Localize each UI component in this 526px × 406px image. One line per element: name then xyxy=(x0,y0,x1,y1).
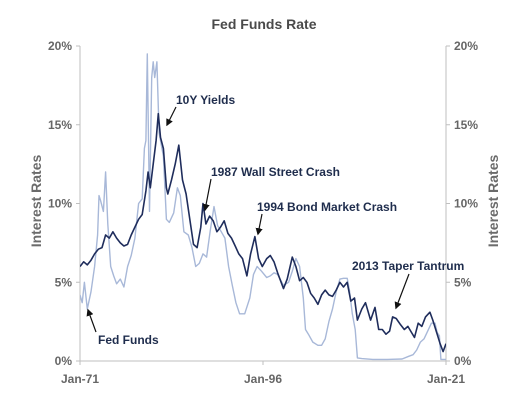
annotation-fed-funds-arrow xyxy=(86,308,97,333)
y-tick-left-label: 15% xyxy=(48,118,72,132)
annotation-1994-bond-crash-arrow xyxy=(255,213,263,236)
annotation-taper-tantrum-arrow xyxy=(394,273,410,310)
y-tick-right-label: 20% xyxy=(454,39,478,53)
y-tick-left-label: 10% xyxy=(48,197,72,211)
series-line-fed-funds xyxy=(80,53,446,361)
x-tick-label: Jan-71 xyxy=(61,372,99,386)
annotation-1987-crash-arrow xyxy=(202,178,212,212)
x-axis: Jan-71 Jan-96 Jan-21 xyxy=(61,361,465,386)
series-layer xyxy=(80,53,446,361)
annotation-fed-funds: Fed Funds xyxy=(98,333,159,347)
y-tick-right-label: 10% xyxy=(454,197,478,211)
y-axis-left: 0% 5% 10% 15% 20% xyxy=(48,39,80,368)
annotation-1994-bond-crash: 1994 Bond Market Crash xyxy=(257,200,397,214)
annotation-1987-crash: 1987 Wall Street Crash xyxy=(211,165,340,179)
y-axis-title-left: Interest Rates xyxy=(28,154,44,247)
y-tick-right-label: 5% xyxy=(454,275,472,289)
chart-title: Fed Funds Rate xyxy=(211,16,316,32)
annotations: 10Y Yields 1987 Wall Street Crash 1994 B… xyxy=(86,93,464,347)
annotation-10y-yields: 10Y Yields xyxy=(176,93,235,107)
x-tick-label: Jan-96 xyxy=(244,372,282,386)
y-axis-right: 0% 5% 10% 15% 20% xyxy=(446,39,478,368)
y-axis-title-right: Interest Rates xyxy=(485,154,501,247)
y-tick-left-label: 5% xyxy=(55,275,73,289)
y-tick-left-label: 0% xyxy=(55,354,73,368)
y-tick-right-label: 0% xyxy=(454,354,472,368)
x-tick-label: Jan-21 xyxy=(427,372,465,386)
annotation-taper-tantrum: 2013 Taper Tantrum xyxy=(352,259,464,273)
series-line-10y-yields xyxy=(80,112,446,353)
y-tick-right-label: 15% xyxy=(454,118,478,132)
annotation-10y-yields-arrow xyxy=(166,106,177,127)
y-tick-left-label: 20% xyxy=(48,39,72,53)
